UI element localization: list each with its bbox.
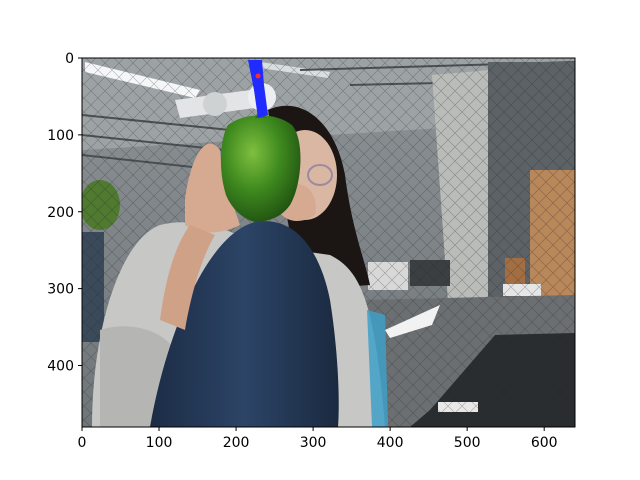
- y-axis: 0 100 200 300 400: [47, 51, 82, 375]
- axes-frame: [81, 57, 576, 428]
- x-tick-label: 300: [300, 435, 327, 451]
- y-tick-label: 100: [47, 128, 74, 144]
- green-pepper: [220, 115, 301, 222]
- glasses: [307, 164, 333, 186]
- paper: [385, 305, 440, 338]
- x-tick-label: 200: [223, 435, 250, 451]
- photo-image: [82, 58, 575, 427]
- x-tick-label: 100: [146, 435, 173, 451]
- target-point: [255, 73, 261, 79]
- bag: [367, 310, 388, 427]
- x-tick-label: 500: [454, 435, 481, 451]
- y-tick-label: 400: [47, 359, 74, 375]
- y-tick-label: 0: [65, 51, 74, 67]
- x-tick-label: 600: [531, 435, 558, 451]
- gripper-overlay: [248, 60, 268, 118]
- x-tick-label: 400: [377, 435, 404, 451]
- x-axis: 0 100 200 300 400 500 600: [78, 427, 558, 451]
- y-tick-label: 200: [47, 205, 74, 221]
- x-tick-label: 0: [78, 435, 87, 451]
- left-hand: [185, 143, 240, 233]
- y-tick-label: 300: [47, 282, 74, 298]
- forearm: [160, 225, 215, 330]
- robot-joint: [203, 92, 227, 116]
- jeans: [150, 221, 339, 427]
